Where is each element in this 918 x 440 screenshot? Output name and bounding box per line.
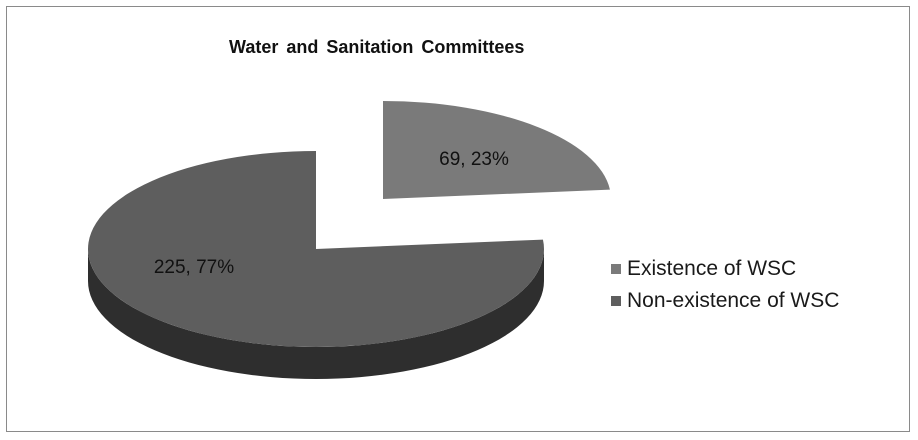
legend-label-non-existence: Non-existence of WSC	[627, 289, 840, 312]
legend-label-existence: Existence of WSC	[627, 257, 797, 280]
legend-swatch-non-existence	[611, 296, 621, 306]
pie-slice-group-1: 225, 77%	[87, 151, 544, 379]
pie-slice-group-0: 69, 23%	[383, 101, 610, 199]
pie-slice-0	[383, 101, 610, 199]
pie-chart: 225, 77% 69, 23%	[87, 101, 610, 379]
legend-item-non-existence: Non-existence of WSC	[611, 285, 839, 317]
pie-slice-1	[87, 151, 544, 347]
pie-slice-label-0: 69, 23%	[439, 149, 509, 170]
chart-title: Water and Sanitation Committees	[229, 37, 525, 57]
chart-legend: Existence of WSC Non-existence of WSC	[611, 253, 839, 317]
pie-slice-side-1	[88, 249, 544, 379]
chart-frame: Water and Sanitation Committees 225, 77%…	[6, 6, 910, 432]
legend-swatch-existence	[611, 264, 621, 274]
pie-slice-label-1: 225, 77%	[154, 257, 234, 278]
legend-item-existence: Existence of WSC	[611, 253, 839, 285]
